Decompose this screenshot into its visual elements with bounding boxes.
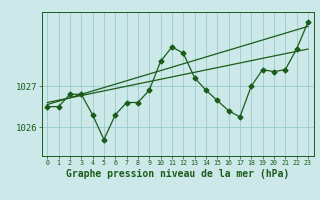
X-axis label: Graphe pression niveau de la mer (hPa): Graphe pression niveau de la mer (hPa) bbox=[66, 169, 289, 179]
